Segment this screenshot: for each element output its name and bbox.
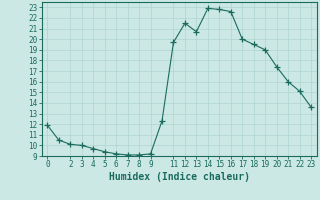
X-axis label: Humidex (Indice chaleur): Humidex (Indice chaleur) [109,172,250,182]
